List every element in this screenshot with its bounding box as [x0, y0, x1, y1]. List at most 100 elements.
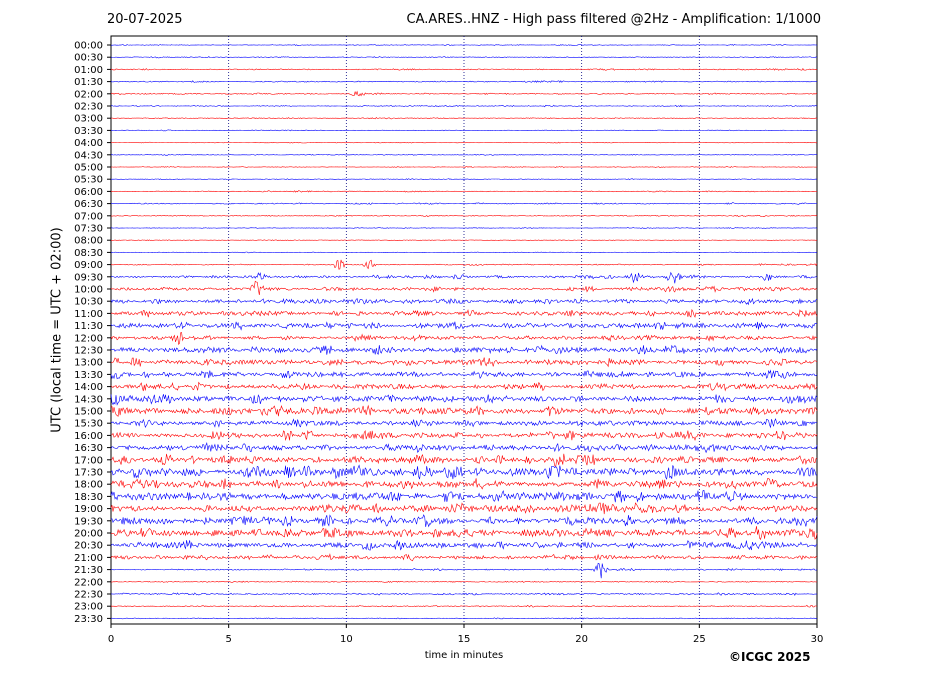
trace-0330 — [110, 129, 817, 132]
y-tick-label: 17:30 — [74, 468, 103, 479]
y-tick-label: 04:00 — [74, 138, 103, 149]
trace-2000 — [110, 526, 818, 541]
trace-2230 — [111, 592, 818, 596]
x-tick-label: 10 — [340, 634, 353, 645]
trace-1630 — [110, 442, 818, 454]
y-tick-label: 18:30 — [74, 492, 103, 503]
trace-1230 — [111, 344, 818, 355]
x-axis-label: time in minutes — [424, 650, 504, 661]
y-tick-label: 03:30 — [74, 126, 103, 137]
y-tick-label: 05:00 — [74, 163, 103, 174]
y-tick-label: 17:00 — [74, 455, 103, 466]
trace-1530 — [110, 418, 818, 429]
trace-1400 — [110, 381, 818, 392]
y-tick-label: 01:30 — [74, 77, 103, 88]
trace-1200 — [110, 332, 818, 345]
trace-1130 — [110, 321, 818, 331]
trace-1430 — [110, 394, 818, 406]
trace-1100 — [110, 308, 818, 318]
trace-2030 — [110, 539, 818, 551]
trace-0900 — [110, 259, 818, 270]
y-tick-label: 00:30 — [74, 53, 103, 64]
y-tick-label: 06:00 — [74, 187, 103, 198]
y-tick-label: 10:00 — [74, 285, 103, 296]
y-tick-label: 11:30 — [74, 321, 103, 332]
trace-2200 — [110, 580, 818, 583]
y-tick-label: 19:30 — [74, 516, 103, 527]
y-tick-label: 13:30 — [74, 370, 103, 381]
trace-1000 — [110, 280, 818, 296]
x-tick-label: 5 — [225, 634, 231, 645]
trace-1830 — [110, 490, 818, 503]
trace-1600 — [110, 429, 818, 442]
trace-2100 — [110, 553, 818, 562]
trace-1700 — [110, 453, 818, 467]
y-tick-label: 02:30 — [74, 102, 103, 113]
copyright-notice: ©ICGC 2025 — [729, 650, 811, 664]
y-tick-label: 11:00 — [74, 309, 103, 320]
trace-0830 — [110, 251, 818, 254]
y-tick-label: 07:00 — [74, 211, 103, 222]
y-tick-label: 12:00 — [74, 333, 103, 344]
y-tick-label: 21:00 — [74, 553, 103, 564]
trace-0030 — [110, 56, 818, 59]
trace-0000 — [110, 44, 818, 46]
trace-0130 — [110, 80, 818, 83]
y-tick-label: 20:30 — [74, 541, 103, 552]
y-tick-label: 05:30 — [74, 175, 103, 186]
y-tick-label: 12:30 — [74, 346, 103, 357]
y-tick-label: 09:30 — [74, 272, 103, 283]
y-tick-label: 02:00 — [74, 89, 103, 100]
trace-2130 — [110, 562, 818, 579]
trace-0600 — [110, 190, 818, 193]
trace-0800 — [110, 239, 818, 242]
y-tick-label: 10:30 — [74, 297, 103, 308]
y-tick-label: 14:00 — [74, 382, 103, 393]
y-tick-label: 09:00 — [74, 260, 103, 271]
y-tick-label: 01:00 — [74, 65, 103, 76]
y-tick-label: 23:00 — [74, 602, 103, 613]
trace-1900 — [110, 502, 818, 515]
x-tick-label: 30 — [811, 634, 824, 645]
trace-0100 — [110, 68, 818, 71]
y-tick-label: 04:30 — [74, 150, 103, 161]
y-tick-label: 20:00 — [74, 529, 103, 540]
y-tick-label: 14:30 — [74, 394, 103, 405]
y-tick-label: 08:30 — [74, 248, 103, 259]
trace-0930 — [110, 271, 818, 284]
x-tick-label: 20 — [575, 634, 588, 645]
trace-0500 — [110, 165, 818, 168]
trace-0230 — [110, 104, 818, 108]
trace-1730 — [110, 464, 818, 480]
y-tick-label: 15:00 — [74, 407, 103, 418]
y-tick-label: 16:00 — [74, 431, 103, 442]
trace-2300 — [110, 604, 818, 608]
chart-title: CA.ARES..HNZ - High pass filtered @2Hz -… — [406, 12, 821, 27]
y-tick-label: 07:30 — [74, 224, 103, 235]
y-tick-label: 22:00 — [74, 577, 103, 588]
y-tick-label: 19:00 — [74, 504, 103, 515]
y-tick-label: 13:00 — [74, 358, 103, 369]
trace-0200 — [110, 90, 818, 97]
trace-0530 — [111, 178, 818, 181]
y-tick-label: 03:00 — [74, 114, 103, 125]
x-tick-label: 25 — [693, 634, 706, 645]
chart-date: 20-07-2025 — [107, 12, 183, 27]
trace-0430 — [110, 153, 817, 156]
trace-2330 — [110, 617, 818, 620]
trace-1800 — [110, 478, 818, 490]
trace-0300 — [110, 117, 818, 120]
y-tick-label: 22:30 — [74, 590, 103, 601]
x-tick-label: 0 — [108, 634, 114, 645]
y-tick-label: 23:30 — [74, 614, 103, 625]
trace-1500 — [110, 404, 818, 417]
trace-1930 — [110, 514, 818, 528]
y-tick-label: 21:30 — [74, 565, 103, 576]
trace-0630 — [111, 202, 818, 205]
y-tick-label: 18:00 — [74, 480, 103, 491]
y-tick-label: 06:30 — [74, 199, 103, 210]
trace-1330 — [110, 369, 818, 380]
y-tick-label: 00:00 — [74, 41, 103, 52]
y-tick-label: 15:30 — [74, 419, 103, 430]
